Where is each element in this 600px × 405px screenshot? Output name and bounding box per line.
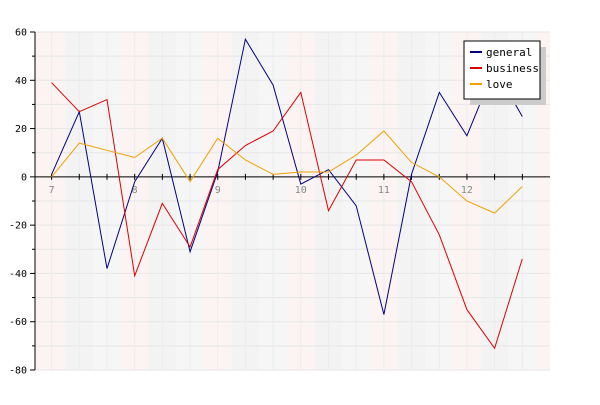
- y-tick-label: 20: [15, 124, 27, 135]
- legend-label-love: love: [486, 78, 513, 91]
- y-axis: 60 40 20 0 -20 -40 -60 -80: [9, 28, 36, 377]
- series-line-general: [51, 37, 523, 315]
- legend: general business love: [463, 40, 546, 105]
- series-lines: [51, 37, 523, 350]
- y-tick-label: 40: [15, 76, 27, 87]
- x-tick-label: 7: [49, 185, 55, 196]
- y-tick-label: -60: [9, 317, 27, 328]
- y-tick-label: -80: [9, 366, 27, 377]
- legend-box: [463, 40, 541, 100]
- x-tick-label: 12: [461, 185, 473, 196]
- y-tick-label: 0: [21, 172, 27, 183]
- y-tick-label: -20: [9, 221, 27, 232]
- x-tick-label: 8: [132, 185, 138, 196]
- series-line-love: [51, 130, 523, 214]
- legend-label-business: business: [486, 62, 539, 75]
- x-tick-label: 10: [295, 185, 307, 196]
- legend-label-general: general: [486, 46, 532, 59]
- y-tick-label: 60: [15, 28, 27, 39]
- series-line-business: [51, 82, 523, 350]
- y-tick-label: -40: [9, 269, 27, 280]
- x-tick-label: 11: [378, 185, 390, 196]
- x-tick-label: 9: [215, 185, 221, 196]
- x-axis: 7 8 9 10 11 12: [35, 173, 550, 196]
